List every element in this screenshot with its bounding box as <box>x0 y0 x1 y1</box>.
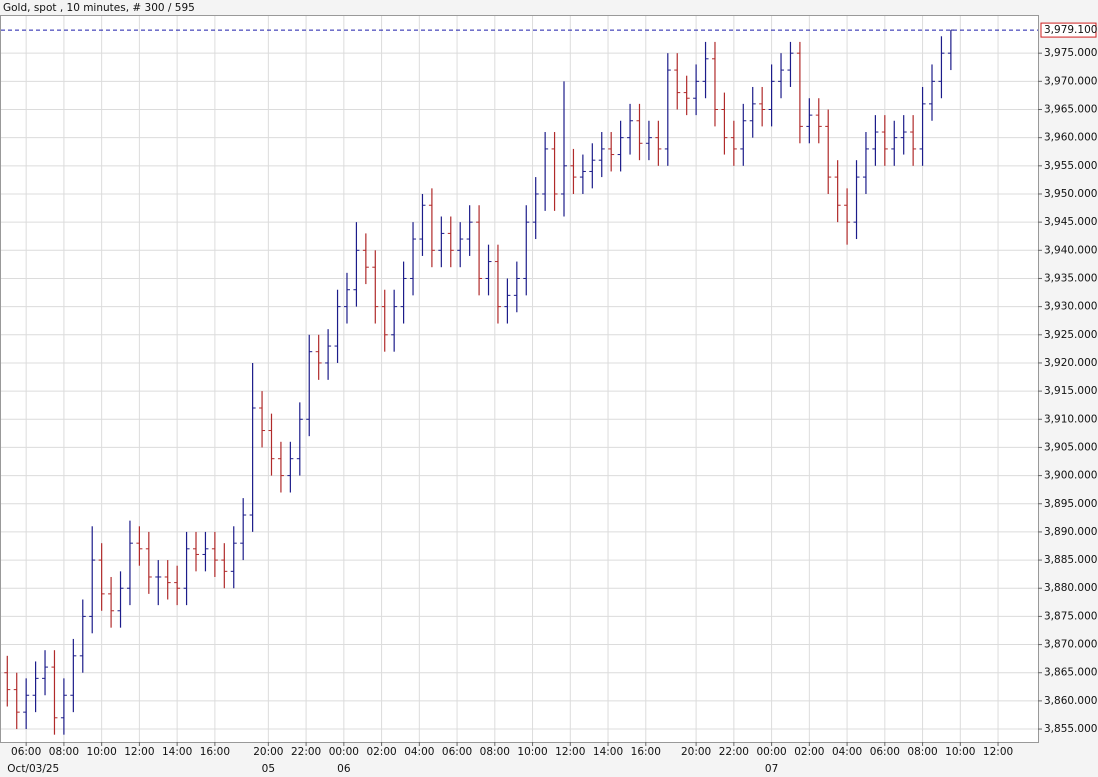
x-tick-label: 22:00 <box>719 746 749 758</box>
date-label: 05 <box>262 763 275 775</box>
x-tick-label: 06:00 <box>442 746 472 758</box>
last-price-box <box>1040 22 1097 38</box>
x-tick-label: 06:00 <box>870 746 900 758</box>
x-tick-label: 00:00 <box>329 746 359 758</box>
x-tick-label: 20:00 <box>681 746 711 758</box>
x-tick-label: 20:00 <box>253 746 283 758</box>
last-price-label: 3,979.100 <box>1044 24 1097 36</box>
x-tick-label: 12:00 <box>555 746 585 758</box>
y-tick-label: 3,870.000 <box>1044 639 1097 651</box>
x-tick-label: 08:00 <box>480 746 510 758</box>
y-tick-label: 3,865.000 <box>1044 667 1097 679</box>
x-tick-label: 10:00 <box>87 746 117 758</box>
x-tick-label: 06:00 <box>11 746 41 758</box>
y-tick-label: 3,895.000 <box>1044 498 1097 510</box>
y-tick-label: 3,905.000 <box>1044 441 1097 453</box>
y-tick-label: 3,960.000 <box>1044 132 1097 144</box>
y-tick-label: 3,860.000 <box>1044 695 1097 707</box>
y-tick-label: 3,930.000 <box>1044 301 1097 313</box>
y-tick-label: 3,940.000 <box>1044 244 1097 256</box>
x-tick-label: 10:00 <box>517 746 547 758</box>
x-tick-label: 12:00 <box>983 746 1013 758</box>
x-tick-label: 02:00 <box>794 746 824 758</box>
x-tick-label: 00:00 <box>756 746 786 758</box>
y-tick-label: 3,965.000 <box>1044 103 1097 115</box>
x-tick-label: 04:00 <box>832 746 862 758</box>
y-tick-label: 3,880.000 <box>1044 582 1097 594</box>
x-tick-label: 04:00 <box>404 746 434 758</box>
chart-title: Gold, spot , 10 minutes, # 300 / 595 <box>3 2 195 14</box>
y-tick-label: 3,875.000 <box>1044 610 1097 622</box>
y-tick-label: 3,885.000 <box>1044 554 1097 566</box>
y-tick-label: 3,970.000 <box>1044 75 1097 87</box>
date-label: 06 <box>337 763 351 775</box>
y-tick-label: 3,920.000 <box>1044 357 1097 369</box>
y-tick-label: 3,935.000 <box>1044 272 1097 284</box>
x-tick-label: 16:00 <box>200 746 230 758</box>
y-tick-label: 3,900.000 <box>1044 470 1097 482</box>
date-label: Oct/03/25 <box>7 763 59 775</box>
y-tick-label: 3,855.000 <box>1044 723 1097 735</box>
x-tick-label: 10:00 <box>945 746 975 758</box>
x-tick-label: 22:00 <box>291 746 321 758</box>
y-tick-label: 3,925.000 <box>1044 329 1097 341</box>
y-tick-label: 3,975.000 <box>1044 47 1097 59</box>
y-tick-label: 3,910.000 <box>1044 413 1097 425</box>
y-tick-label: 3,915.000 <box>1044 385 1097 397</box>
y-tick-label: 3,955.000 <box>1044 160 1097 172</box>
plot-area <box>0 15 1039 743</box>
x-tick-label: 14:00 <box>593 746 623 758</box>
x-tick-label: 08:00 <box>49 746 79 758</box>
x-tick-label: 12:00 <box>124 746 154 758</box>
x-tick-label: 16:00 <box>631 746 661 758</box>
y-tick-label: 3,890.000 <box>1044 526 1097 538</box>
y-tick-label: 3,950.000 <box>1044 188 1097 200</box>
x-tick-label: 08:00 <box>907 746 937 758</box>
x-tick-label: 14:00 <box>162 746 192 758</box>
date-label: 07 <box>765 763 778 775</box>
x-tick-label: 02:00 <box>366 746 396 758</box>
y-tick-label: 3,945.000 <box>1044 216 1097 228</box>
